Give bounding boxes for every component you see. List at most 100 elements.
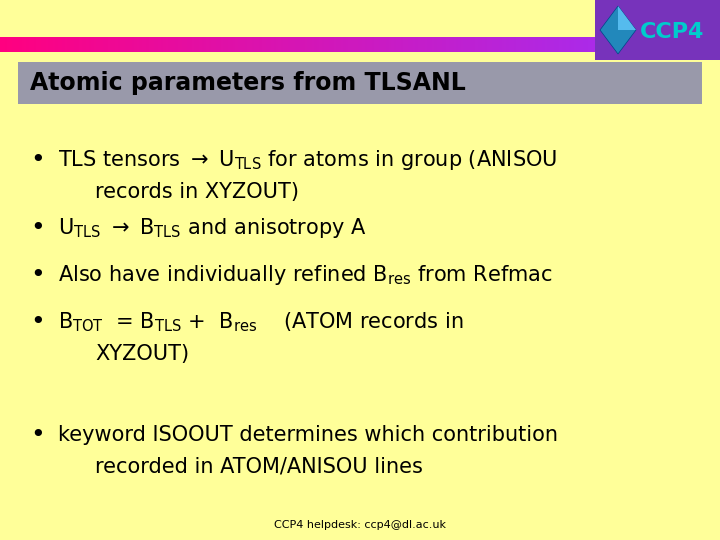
Bar xyxy=(214,37,217,52)
Bar xyxy=(454,37,457,52)
Bar xyxy=(19,37,22,52)
Bar xyxy=(595,0,720,60)
Bar xyxy=(18,62,702,104)
Bar xyxy=(233,37,236,52)
Bar xyxy=(343,37,346,52)
Bar xyxy=(319,37,323,52)
Bar xyxy=(276,37,279,52)
Bar xyxy=(547,37,551,52)
Bar xyxy=(218,37,222,52)
Bar xyxy=(473,37,476,52)
Bar xyxy=(329,37,332,52)
Bar xyxy=(389,37,392,52)
Bar xyxy=(250,37,253,52)
Bar xyxy=(130,37,133,52)
Bar xyxy=(459,37,462,52)
Bar xyxy=(475,37,479,52)
Bar xyxy=(113,37,116,52)
Bar xyxy=(617,37,620,52)
Bar xyxy=(408,37,411,52)
Bar xyxy=(571,37,575,52)
Bar xyxy=(634,37,637,52)
Bar xyxy=(605,37,608,52)
Bar xyxy=(374,37,378,52)
Bar xyxy=(149,37,152,52)
Bar xyxy=(513,37,517,52)
Bar xyxy=(120,37,123,52)
Bar xyxy=(648,37,652,52)
Bar xyxy=(139,37,143,52)
Bar xyxy=(470,37,474,52)
Bar xyxy=(598,37,601,52)
Bar xyxy=(223,37,227,52)
Text: CCP4: CCP4 xyxy=(640,22,704,42)
Bar xyxy=(326,37,330,52)
Bar xyxy=(662,37,666,52)
Bar xyxy=(446,37,450,52)
Bar xyxy=(72,37,76,52)
Bar xyxy=(432,37,436,52)
Bar xyxy=(576,37,580,52)
Bar xyxy=(670,37,673,52)
Bar xyxy=(444,37,447,52)
Bar xyxy=(254,37,258,52)
Polygon shape xyxy=(618,6,636,30)
Bar xyxy=(362,37,366,52)
Bar xyxy=(639,37,642,52)
Bar xyxy=(341,37,344,52)
Bar xyxy=(689,37,692,52)
Bar xyxy=(631,37,634,52)
Bar xyxy=(50,37,54,52)
Bar xyxy=(387,37,390,52)
Bar xyxy=(495,37,498,52)
Bar xyxy=(168,37,171,52)
Bar xyxy=(427,37,431,52)
Bar xyxy=(533,37,536,52)
Bar xyxy=(569,37,572,52)
Bar xyxy=(110,37,114,52)
Bar xyxy=(14,37,18,52)
Bar xyxy=(614,37,618,52)
Bar xyxy=(434,37,438,52)
Bar xyxy=(430,37,433,52)
Bar xyxy=(307,37,310,52)
Bar xyxy=(240,37,243,52)
Bar xyxy=(135,37,138,52)
Bar xyxy=(194,37,198,52)
Bar xyxy=(48,37,51,52)
Bar xyxy=(324,37,328,52)
Bar xyxy=(151,37,155,52)
Bar xyxy=(252,37,256,52)
Bar xyxy=(439,37,443,52)
Bar xyxy=(679,37,683,52)
Bar xyxy=(125,37,128,52)
Bar xyxy=(583,37,587,52)
Bar xyxy=(672,37,675,52)
Bar xyxy=(703,37,706,52)
Bar xyxy=(468,37,472,52)
Bar xyxy=(163,37,166,52)
Bar xyxy=(189,37,193,52)
Bar xyxy=(63,37,66,52)
Bar xyxy=(497,37,500,52)
Bar xyxy=(477,37,481,52)
Bar xyxy=(367,37,371,52)
Bar xyxy=(137,37,140,52)
Bar xyxy=(101,37,104,52)
Bar xyxy=(302,37,306,52)
Bar xyxy=(127,37,130,52)
Bar xyxy=(178,37,181,52)
Bar xyxy=(516,37,519,52)
Bar xyxy=(646,37,649,52)
Bar xyxy=(603,37,606,52)
Bar xyxy=(403,37,407,52)
Bar xyxy=(588,37,591,52)
Bar xyxy=(117,37,121,52)
Bar xyxy=(691,37,695,52)
Text: •: • xyxy=(31,310,45,334)
Bar xyxy=(708,37,711,52)
Polygon shape xyxy=(600,6,636,54)
Bar xyxy=(146,37,150,52)
Bar xyxy=(257,37,260,52)
Bar xyxy=(396,37,400,52)
